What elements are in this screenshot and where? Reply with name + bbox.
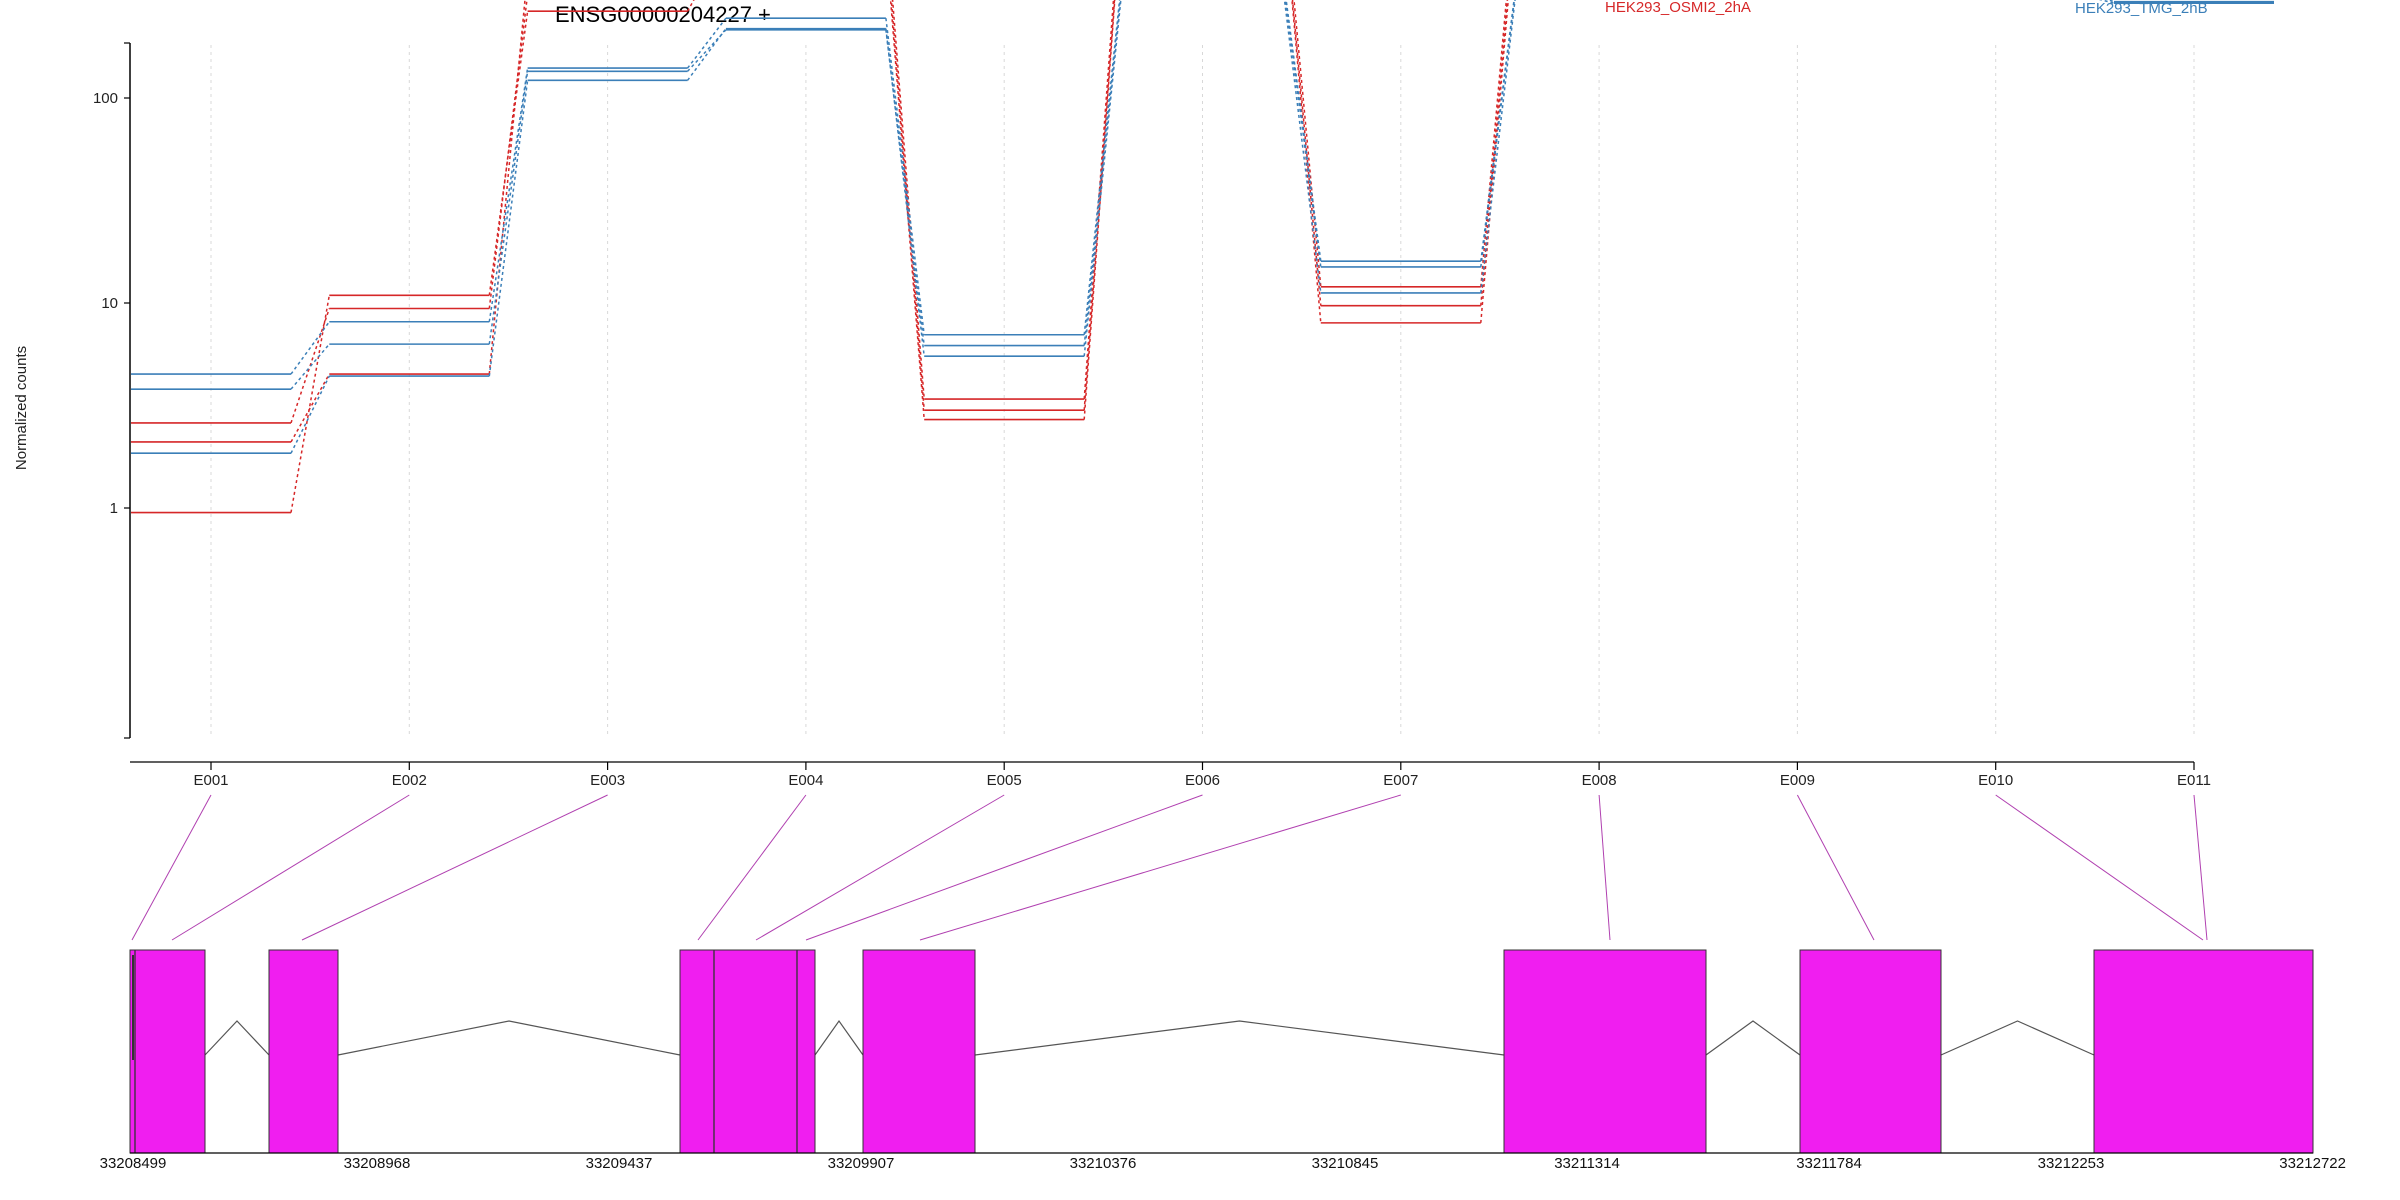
exon-block-3 xyxy=(679,949,816,1154)
intron xyxy=(814,1019,864,1056)
series-connector xyxy=(290,375,330,454)
x-tick-label-e002: E002 xyxy=(392,772,427,789)
series-connector xyxy=(687,17,727,69)
coord-tick-label: 33212722 xyxy=(2279,1155,2346,1172)
series-6 xyxy=(131,0,2274,455)
x-tick-label-e003: E003 xyxy=(590,772,625,789)
series-connector xyxy=(488,0,526,375)
intron xyxy=(1705,1020,1801,1056)
y-tick-label: 100 xyxy=(93,90,118,107)
exon-block-5 xyxy=(1503,949,1707,1154)
coord-tick-label: 33208968 xyxy=(344,1155,411,1172)
exon-link-e010 xyxy=(1995,794,2204,941)
coord-tick-label: 33211314 xyxy=(1554,1155,1620,1172)
exon-block-6 xyxy=(1799,949,1942,1154)
series-1 xyxy=(131,0,1508,443)
exon-block-1 xyxy=(129,949,206,1154)
intron xyxy=(974,1020,1505,1056)
series-connector xyxy=(885,18,925,335)
exon-link-e004 xyxy=(697,794,807,941)
coord-tick-label: 33209907 xyxy=(828,1155,895,1172)
series-connector xyxy=(1083,0,1121,335)
exon-link-e005 xyxy=(755,794,1005,941)
y-tick-label: 10 xyxy=(101,295,118,312)
intron xyxy=(204,1020,270,1056)
exon-link-e006 xyxy=(805,794,1203,941)
exon-link-e002 xyxy=(171,794,410,941)
exon-links xyxy=(131,794,2208,941)
x-tick-label-e001: E001 xyxy=(193,772,228,789)
series-connector xyxy=(889,0,925,420)
series-connector xyxy=(488,80,529,377)
series-connector xyxy=(885,28,925,357)
x-tick-label-e011: E011 xyxy=(2177,772,2211,789)
series-connector xyxy=(885,29,925,346)
exon-block-7 xyxy=(2093,949,2314,1154)
exon-link-e003 xyxy=(301,794,608,941)
axes: 1101001000E001E002E003E004E005E006E007E0… xyxy=(93,42,2211,789)
series-lines xyxy=(131,0,2274,514)
x-tick-label-e005: E005 xyxy=(987,772,1022,789)
series-connector xyxy=(1083,0,1116,420)
legend-tmg: HEK293_TMG_2hB xyxy=(2075,0,2208,17)
chart-title: ENSG00000204227 + xyxy=(555,2,771,27)
exon-link-e001 xyxy=(131,794,212,941)
coord-tick-label: 33210376 xyxy=(1070,1155,1137,1172)
gene-model: 33208499 33208968 33209437 33209907 33210376… xyxy=(100,949,2346,1172)
x-tick-label-e010: E010 xyxy=(1978,772,2013,789)
series-connector xyxy=(290,295,331,513)
intron xyxy=(1940,1020,2095,1056)
exon-link-e007 xyxy=(919,794,1401,941)
series-connector xyxy=(290,321,330,375)
series-connector xyxy=(890,0,925,411)
exon-link-e009 xyxy=(1796,794,1875,941)
series-connector xyxy=(1284,0,1322,267)
x-tick-label-e008: E008 xyxy=(1582,772,1617,789)
coord-tick-label: 33209437 xyxy=(586,1155,653,1172)
x-tick-label-e004: E004 xyxy=(788,772,823,789)
series-connector xyxy=(1480,0,1516,293)
exon-block-2 xyxy=(268,949,339,1154)
series-connector xyxy=(290,373,330,443)
x-tick-label-e007: E007 xyxy=(1383,772,1418,789)
series-connector xyxy=(488,71,529,345)
exon-link-e011 xyxy=(2193,794,2208,941)
x-tick-label-e009: E009 xyxy=(1780,772,1815,789)
series-connector xyxy=(891,0,925,400)
series-2 xyxy=(131,0,1509,424)
series-connector xyxy=(1083,0,1122,357)
y-axis-label: Normalized counts xyxy=(13,346,30,470)
series-connector xyxy=(488,67,529,322)
intron xyxy=(337,1020,681,1056)
series-connector xyxy=(1480,0,1510,323)
coord-tick-label: 33208499 xyxy=(100,1155,167,1172)
exon-block-4 xyxy=(862,949,976,1154)
series-connector xyxy=(1291,0,1322,323)
x-tick-label-e006: E006 xyxy=(1185,772,1220,789)
coord-tick-label: 33210845 xyxy=(1312,1155,1379,1172)
series-connector xyxy=(1083,0,1116,411)
series-connector xyxy=(1283,0,1322,294)
legend-osmi2: HEK293_OSMI2_2hA xyxy=(1605,0,1751,16)
exon-link-e008 xyxy=(1598,794,1611,941)
coord-tick-label: 33211784 xyxy=(1796,1155,1862,1172)
series-connector xyxy=(290,343,330,390)
series-connector xyxy=(488,0,528,309)
series-3 xyxy=(131,0,1510,514)
coord-tick-label: 33212253 xyxy=(2038,1155,2105,1172)
y-tick-label: 1 xyxy=(110,500,118,517)
series-connector xyxy=(1480,0,1509,306)
series-connector xyxy=(686,28,727,81)
grid-lines xyxy=(210,45,2195,738)
